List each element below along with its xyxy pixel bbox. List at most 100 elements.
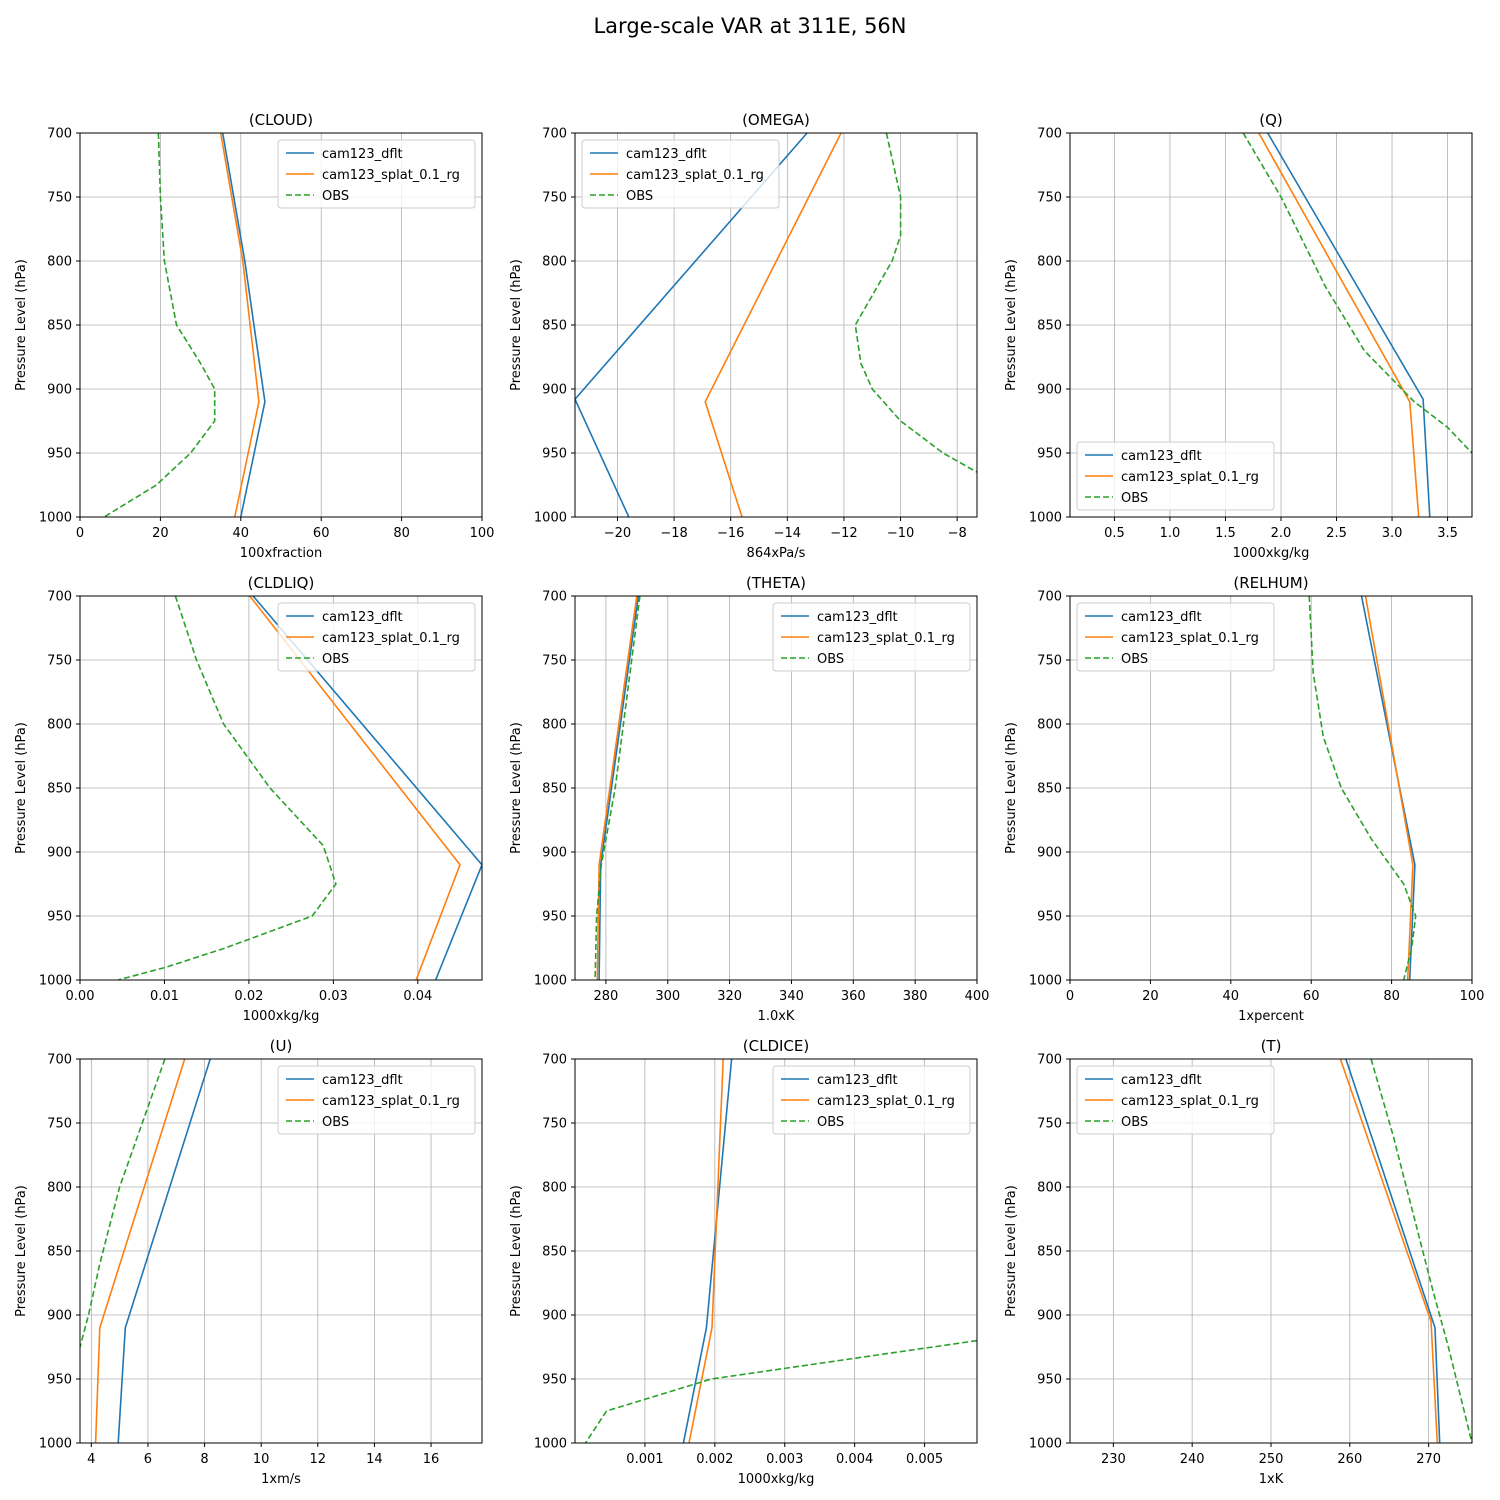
x-tick-label: 0 [76,526,84,541]
x-tick-label: −14 [774,526,801,541]
series-line-cam123_splat_0.1_rg [1364,596,1414,980]
x-tick-label: 250 [1259,1452,1284,1467]
y-tick-label: 950 [1037,447,1062,462]
series-line-cam123_splat_0.1_rg [596,596,638,980]
x-tick-label: 12 [310,1452,327,1467]
legend-label: cam123_splat_0.1_rg [1121,631,1259,646]
panel-title: (CLDLIQ) [248,574,315,592]
y-axis-label: Pressure Level (hPa) [14,1185,29,1317]
series-line-cam123_dflt [221,133,266,517]
legend-label: cam123_dflt [322,610,403,625]
legend: cam123_dflt cam123_splat_0.1_rg OBS [277,602,476,672]
series-line-OBS [80,1059,166,1348]
y-tick-label: 1000 [534,1437,567,1452]
legend-label: cam123_splat_0.1_rg [817,631,955,646]
legend-box [772,1065,971,1135]
y-tick-label: 850 [542,782,567,797]
x-axis-label: 1000xkg/kg [738,1472,815,1487]
legend-label: cam123_splat_0.1_rg [626,168,764,183]
y-axis-label: Pressure Level (hPa) [14,259,29,391]
x-tick-label: 0.005 [906,1452,943,1467]
y-tick-label: 850 [542,1245,567,1260]
y-tick-label: 700 [47,590,72,605]
series-line-cam123_splat_0.1_rg [1258,133,1420,517]
x-tick-label: 3.5 [1437,526,1458,541]
y-tick-label: 950 [1037,910,1062,925]
legend-label: cam123_splat_0.1_rg [322,631,460,646]
series-line-cam123_dflt [117,1059,211,1443]
y-tick-label: 700 [1037,590,1062,605]
y-tick-label: 700 [1037,1053,1062,1068]
series-line-cam123_dflt [1345,1059,1441,1443]
series-line-OBS [117,596,337,980]
legend-box [772,602,971,672]
panel-title: (T) [1261,1037,1282,1055]
legend-label: cam123_dflt [322,1073,403,1088]
y-tick-label: 900 [47,846,72,861]
series-line-cam123_splat_0.1_rg [688,1059,724,1443]
panel-cldice: 0.001 0.002 0.003 0.004 0.005 700 750 800 850 900… [509,1037,978,1487]
x-tick-label: 10 [253,1452,270,1467]
x-tick-label: 240 [1180,1452,1205,1467]
y-tick-label: 950 [542,1373,567,1388]
y-axis-label: Pressure Level (hPa) [509,1185,524,1317]
legend-label: OBS [322,189,349,204]
x-axis-label: 100xfraction [240,546,322,561]
y-tick-label: 1000 [39,511,72,526]
y-tick-label: 750 [1037,1117,1062,1132]
x-tick-label: 360 [841,989,866,1004]
y-tick-label: 850 [1037,782,1062,797]
legend: cam123_dflt cam123_splat_0.1_rg OBS [1076,1065,1275,1135]
panel-title: (Q) [1259,111,1283,129]
y-tick-label: 1000 [1029,974,1062,989]
y-tick-label: 900 [1037,383,1062,398]
x-tick-label: 230 [1101,1452,1126,1467]
legend: cam123_dflt cam123_splat_0.1_rg OBS [772,602,971,672]
y-tick-label: 800 [1037,718,1062,733]
panel-title: (THETA) [746,574,806,592]
legend-label: cam123_dflt [1121,449,1202,464]
y-tick-label: 850 [542,319,567,334]
series-line-cam123_dflt [252,596,482,980]
y-tick-label: 900 [542,383,567,398]
x-axis-label: 864xPa/s [747,546,806,561]
legend-label: OBS [817,1115,844,1130]
legend-label: cam123_splat_0.1_rg [322,1094,460,1109]
x-axis-label: 1xm/s [261,1472,301,1487]
series-line-cam123_splat_0.1_rg [1339,1059,1439,1443]
x-tick-label: 6 [144,1452,152,1467]
legend-label: cam123_dflt [817,610,898,625]
x-tick-label: 320 [717,989,742,1004]
panel-title: (CLOUD) [249,111,313,129]
x-tick-label: 0.5 [1104,526,1125,541]
y-tick-label: 950 [542,447,567,462]
y-tick-label: 900 [542,1309,567,1324]
legend: cam123_dflt cam123_splat_0.1_rg OBS [581,139,780,209]
x-tick-label: 14 [366,1452,383,1467]
series-line-OBS [1370,1059,1472,1443]
x-axis-label: 1xpercent [1238,1009,1304,1024]
panel-title: (CLDICE) [743,1037,809,1055]
series-line-cam123_dflt [1360,596,1416,980]
y-tick-label: 950 [1037,1373,1062,1388]
y-tick-label: 900 [47,383,72,398]
x-tick-label: 100 [470,526,495,541]
x-tick-label: 0.04 [403,989,432,1004]
x-tick-label: 2.5 [1326,526,1347,541]
panel-title: (U) [270,1037,293,1055]
x-tick-label: 40 [1223,989,1240,1004]
series-line-cam123_splat_0.1_rg [249,596,461,980]
y-tick-label: 800 [542,255,567,270]
y-tick-label: 950 [47,910,72,925]
y-tick-label: 750 [1037,654,1062,669]
y-axis-label: Pressure Level (hPa) [1004,722,1019,854]
y-tick-label: 1000 [534,974,567,989]
panel-cloud: 0 20 40 60 80 100 700 750 800 850 900 950 1000 (CLOUD… [14,111,494,561]
y-tick-label: 950 [47,1373,72,1388]
legend-label: cam123_dflt [1121,610,1202,625]
y-axis-label: Pressure Level (hPa) [1004,1185,1019,1317]
y-tick-label: 800 [1037,255,1062,270]
legend-label: cam123_splat_0.1_rg [817,1094,955,1109]
y-tick-label: 750 [542,191,567,206]
x-tick-label: 80 [1383,989,1400,1004]
